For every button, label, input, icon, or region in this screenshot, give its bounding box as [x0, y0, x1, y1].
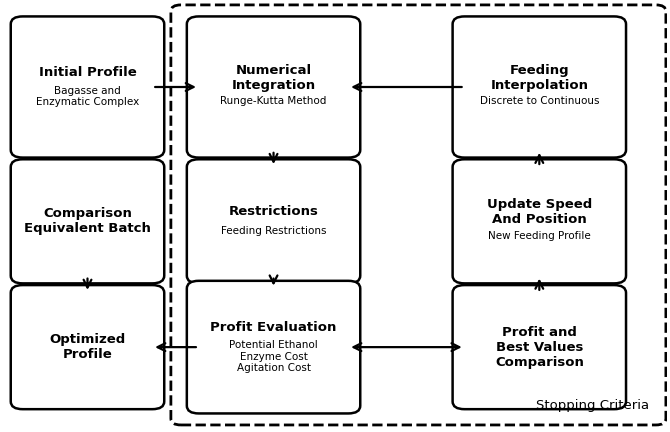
Text: Restrictions: Restrictions	[228, 206, 318, 219]
FancyBboxPatch shape	[187, 16, 360, 158]
Text: Feeding
Interpolation: Feeding Interpolation	[490, 64, 588, 92]
Text: Profit Evaluation: Profit Evaluation	[210, 321, 337, 334]
FancyBboxPatch shape	[453, 16, 626, 158]
Text: Comparison
Equivalent Batch: Comparison Equivalent Batch	[24, 207, 151, 235]
Text: Feeding Restrictions: Feeding Restrictions	[221, 226, 326, 236]
FancyBboxPatch shape	[453, 285, 626, 409]
Text: Potential Ethanol
Enzyme Cost
Agitation Cost: Potential Ethanol Enzyme Cost Agitation …	[229, 340, 318, 373]
Text: Initial Profile: Initial Profile	[39, 66, 137, 79]
Text: Profit and
Best Values
Comparison: Profit and Best Values Comparison	[495, 326, 584, 368]
FancyBboxPatch shape	[453, 159, 626, 283]
Text: Stopping Criteria: Stopping Criteria	[536, 399, 649, 412]
FancyBboxPatch shape	[11, 285, 164, 409]
Text: Bagasse and
Enzymatic Complex: Bagasse and Enzymatic Complex	[36, 86, 139, 107]
Text: Optimized
Profile: Optimized Profile	[50, 333, 125, 361]
Text: New Feeding Profile: New Feeding Profile	[488, 231, 591, 241]
Text: Numerical
Integration: Numerical Integration	[231, 64, 316, 92]
FancyBboxPatch shape	[187, 159, 360, 283]
Text: Runge-Kutta Method: Runge-Kutta Method	[220, 96, 327, 107]
FancyBboxPatch shape	[187, 281, 360, 413]
FancyBboxPatch shape	[171, 5, 666, 425]
FancyBboxPatch shape	[11, 16, 164, 158]
Text: Update Speed
And Position: Update Speed And Position	[486, 198, 592, 226]
FancyBboxPatch shape	[11, 159, 164, 283]
Text: Discrete to Continuous: Discrete to Continuous	[480, 96, 599, 107]
